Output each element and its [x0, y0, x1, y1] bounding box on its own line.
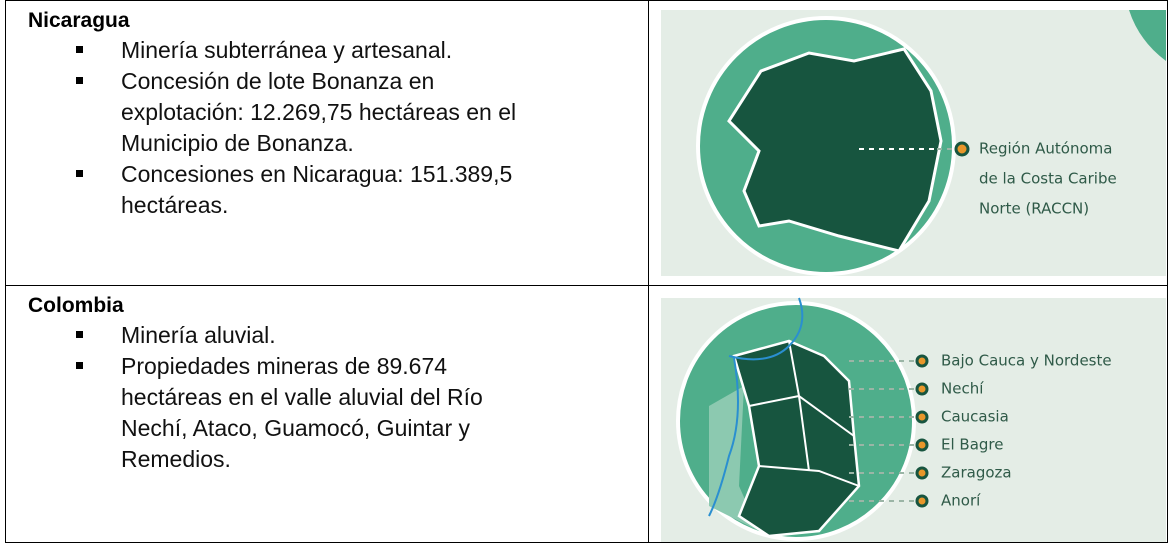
bullet: Concesiones en Nicaragua: 151.389,5 hectá… — [6, 159, 516, 221]
bullet-line: hectáreas en el valle aluvial del Río — [121, 384, 483, 410]
bullet-line: Propiedades mineras de 89.674 — [121, 353, 448, 379]
marker — [915, 354, 929, 368]
map-label: Norte (RACCN) — [979, 200, 1089, 218]
map-label: Región Autónoma — [979, 140, 1112, 158]
bullet-line: Minería aluvial. — [121, 322, 276, 348]
bullet-line: Remedios. — [121, 446, 231, 472]
bullet-line: explotación: 12.269,75 hectáreas en el — [121, 99, 517, 125]
map-label: Bajo Cauca y Nordeste — [941, 352, 1112, 370]
marker — [915, 494, 929, 508]
bullet-line: Nechí, Ataco, Guamocó, Guintar y — [121, 415, 470, 441]
bullet-line: hectáreas. — [121, 192, 229, 218]
marker — [915, 410, 929, 424]
country: Nicaragua — [28, 9, 130, 32]
cell: Bajo Cauca y Nordeste Nechí Caucasia El Bag… — [648, 285, 1168, 543]
bullet-line: Concesión de lote Bonanza en — [121, 68, 435, 94]
bullet: Minería subterránea y artesanal. — [6, 35, 516, 66]
cell: Colombia Minería aluvial. Propiedades min… — [5, 285, 649, 543]
cell: Región Autónoma de la Costa Caribe Norte (… — [648, 0, 1168, 286]
bullet-line: Concesiones en Nicaragua: 151.389,5 — [121, 161, 513, 187]
marker — [915, 466, 929, 480]
map-label: Zaragoza — [941, 464, 1012, 482]
bullet-line: Minería subterránea y artesanal. — [121, 37, 453, 63]
bullet: Concesión de lote Bonanza en explotación:… — [6, 66, 516, 159]
bullets: Minería aluvial. Propiedades mineras de 8… — [6, 320, 483, 475]
map-label: Caucasia — [941, 408, 1009, 426]
bullet: Propiedades mineras de 89.674 hectáreas e… — [6, 351, 483, 475]
map-label: Anorí — [941, 492, 981, 510]
cell: Nicaragua Minería subterránea y artesana… — [5, 0, 649, 286]
country: Colombia — [28, 294, 124, 317]
marker — [915, 438, 929, 452]
marker — [915, 382, 929, 396]
map: Región Autónoma de la Costa Caribe Norte (… — [661, 10, 1166, 276]
map: Bajo Cauca y Nordeste Nechí Caucasia El Bag… — [661, 297, 1166, 542]
bullet-line: Municipio de Bonanza. — [121, 130, 354, 156]
bullets: Minería subterránea y artesanal. Concesió… — [6, 35, 516, 221]
map-label: El Bagre — [941, 436, 1003, 454]
map-label: de la Costa Caribe — [979, 170, 1117, 188]
bullet: Minería aluvial. — [6, 320, 483, 351]
map-label: Nechí — [941, 380, 984, 398]
